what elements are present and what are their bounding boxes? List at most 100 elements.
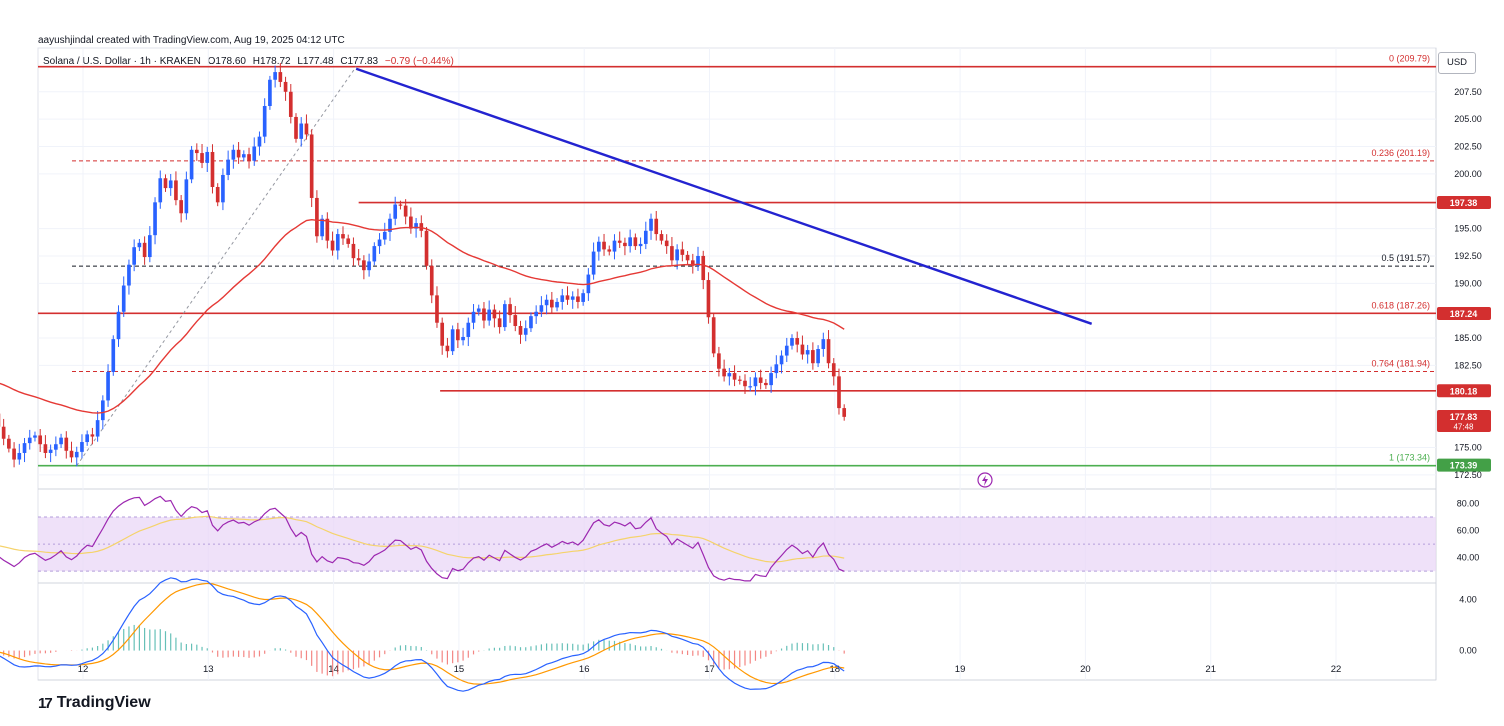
candle-body bbox=[231, 149, 236, 160]
candle-body bbox=[54, 444, 58, 450]
candle-body bbox=[503, 304, 507, 328]
candle-body bbox=[534, 311, 538, 317]
candle-body bbox=[7, 438, 11, 449]
candle-body bbox=[403, 205, 408, 217]
candle-body bbox=[550, 299, 554, 308]
candle-body bbox=[325, 218, 330, 241]
y-tick-label: 205.00 bbox=[1454, 114, 1482, 124]
price-tag-background bbox=[1437, 196, 1491, 210]
candle-body bbox=[101, 400, 105, 421]
candle-body bbox=[617, 240, 622, 243]
fib-level-label: 0 (209.79) bbox=[1389, 54, 1430, 64]
macd-y-tick-label: 4.00 bbox=[1459, 594, 1477, 604]
x-tick-label: 22 bbox=[1331, 664, 1342, 675]
candle-body bbox=[288, 91, 293, 117]
candle-body bbox=[262, 106, 267, 137]
candle-body bbox=[121, 285, 126, 312]
candle-body bbox=[153, 202, 157, 236]
candle-body bbox=[800, 344, 805, 355]
candles-group bbox=[0, 62, 847, 468]
candle-body bbox=[795, 338, 800, 345]
candle-body bbox=[85, 434, 90, 443]
candle-body bbox=[628, 237, 632, 247]
candle-body bbox=[471, 311, 476, 323]
candle-body bbox=[523, 328, 528, 335]
candle-body bbox=[221, 174, 225, 203]
candle-body bbox=[649, 218, 653, 231]
candle-body bbox=[764, 382, 768, 386]
candle-body bbox=[362, 260, 366, 271]
candle-body bbox=[111, 339, 116, 372]
candle-body bbox=[424, 230, 429, 266]
candle-body bbox=[330, 240, 335, 251]
price-tag-background bbox=[1437, 458, 1491, 472]
candle-body bbox=[816, 348, 820, 364]
candle-body bbox=[1, 426, 6, 439]
ohlc-open: O178.60 bbox=[207, 56, 246, 67]
candle-body bbox=[670, 246, 674, 261]
y-tick-label: 202.50 bbox=[1454, 142, 1482, 152]
candle-body bbox=[90, 434, 95, 437]
candle-body bbox=[142, 242, 147, 258]
candle-body bbox=[440, 322, 445, 346]
tradingview-logo[interactable]: 17 TradingView bbox=[38, 694, 151, 712]
tradingview-logo-icon: 17 bbox=[38, 694, 53, 712]
candle-body bbox=[215, 187, 220, 203]
candle-body bbox=[659, 234, 664, 241]
candle-body bbox=[414, 223, 418, 229]
candle-body bbox=[304, 123, 309, 135]
candle-body bbox=[717, 353, 721, 369]
symbol-name: Solana / U.S. Dollar · 1h · KRAKEN bbox=[43, 56, 201, 67]
candle-body bbox=[273, 72, 277, 80]
candle-body bbox=[59, 437, 63, 445]
candle-body bbox=[236, 149, 241, 158]
candle-body bbox=[445, 345, 450, 352]
candle-body bbox=[450, 329, 455, 352]
price-tag: 187.24 bbox=[1437, 307, 1491, 321]
candle-body bbox=[435, 295, 439, 323]
price-tag-label: 177.83 bbox=[1450, 412, 1478, 422]
currency-button[interactable]: USD bbox=[1438, 52, 1476, 74]
candle-body bbox=[821, 339, 826, 349]
x-tick-label: 15 bbox=[454, 664, 465, 675]
candle-body bbox=[842, 408, 847, 417]
lightning-icon bbox=[982, 475, 988, 486]
rsi-y-tick-label: 80.00 bbox=[1457, 499, 1480, 509]
candle-body bbox=[513, 315, 518, 327]
candle-body bbox=[811, 350, 815, 364]
candle-body bbox=[570, 296, 575, 300]
candle-body bbox=[607, 249, 612, 252]
candle-body bbox=[633, 237, 638, 247]
candle-body bbox=[753, 377, 758, 387]
candle-body bbox=[831, 363, 836, 377]
candle-body bbox=[758, 377, 763, 383]
candle-body bbox=[701, 255, 706, 281]
candle-body bbox=[696, 255, 700, 266]
candle-body bbox=[518, 326, 523, 335]
candle-body bbox=[492, 309, 497, 319]
candle-body bbox=[576, 296, 580, 302]
candle-body bbox=[623, 242, 627, 247]
candle-body bbox=[80, 442, 84, 452]
candle-body bbox=[179, 200, 183, 214]
fib-level-label: 0.618 (187.26) bbox=[1371, 300, 1430, 310]
candle-body bbox=[137, 242, 142, 248]
candle-body bbox=[38, 435, 43, 445]
price-tag-background bbox=[1437, 307, 1491, 321]
candle-body bbox=[398, 204, 403, 206]
candle-body bbox=[497, 318, 502, 328]
symbol-ohlc-legend[interactable]: Solana / U.S. Dollar · 1h · KRAKEN O178.… bbox=[43, 56, 454, 67]
candle-body bbox=[268, 79, 272, 107]
macd-signal-line bbox=[0, 582, 845, 685]
candle-body bbox=[456, 329, 460, 341]
candle-body bbox=[43, 444, 48, 453]
candle-body bbox=[283, 81, 288, 92]
candle-body bbox=[69, 450, 74, 458]
x-tick-label: 20 bbox=[1080, 664, 1091, 675]
candle-body bbox=[654, 218, 659, 235]
x-tick-label: 18 bbox=[830, 664, 841, 675]
candle-body bbox=[805, 350, 810, 355]
x-tick-label: 12 bbox=[78, 664, 89, 675]
candle-body bbox=[257, 136, 262, 147]
